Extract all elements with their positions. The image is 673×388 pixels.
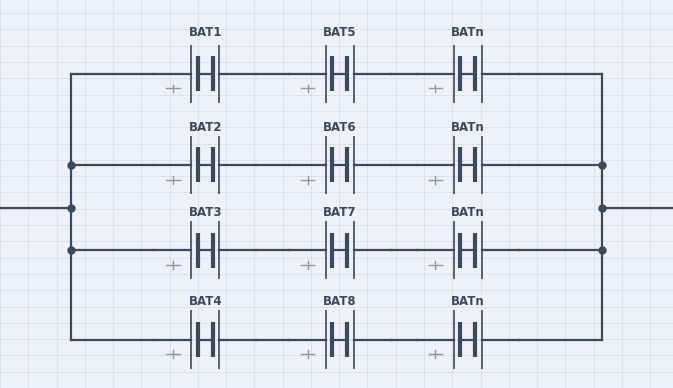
Text: BATn: BATn (451, 206, 485, 219)
Text: BAT6: BAT6 (323, 121, 357, 134)
Text: BAT2: BAT2 (188, 121, 222, 134)
Text: BATn: BATn (451, 26, 485, 39)
Text: BAT8: BAT8 (323, 295, 357, 308)
Text: BAT3: BAT3 (188, 206, 222, 219)
Text: BAT7: BAT7 (323, 206, 357, 219)
Text: BAT1: BAT1 (188, 26, 222, 39)
Text: BATn: BATn (451, 121, 485, 134)
Text: BAT5: BAT5 (323, 26, 357, 39)
Text: BATn: BATn (451, 295, 485, 308)
Text: BAT4: BAT4 (188, 295, 222, 308)
